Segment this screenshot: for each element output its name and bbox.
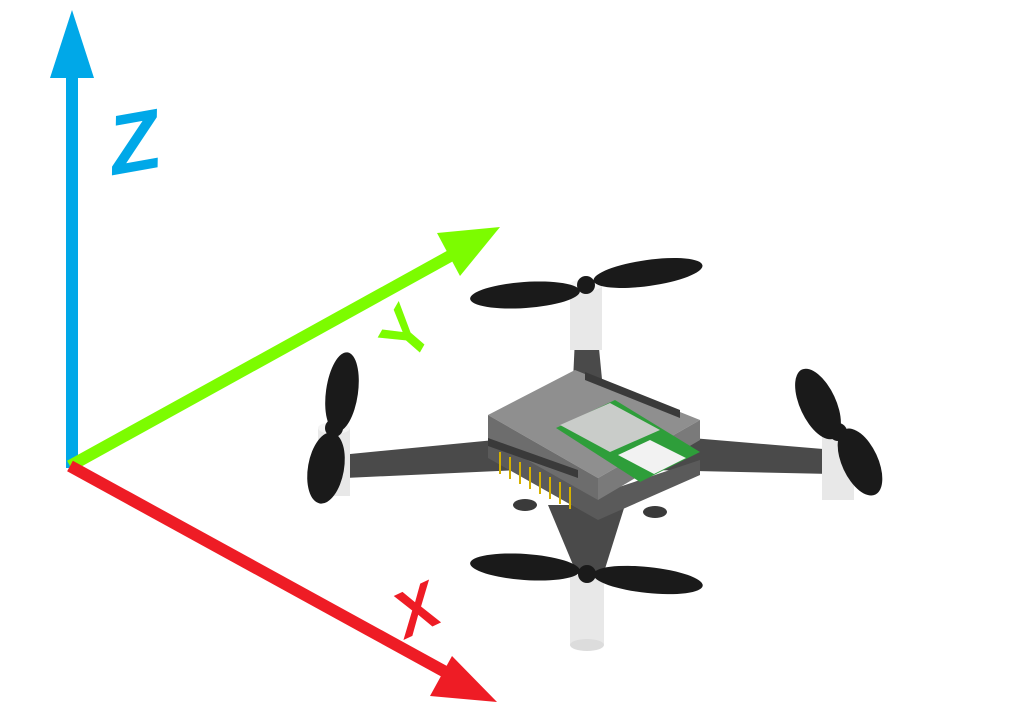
drone-header-pins [499,452,571,509]
x-axis: X [67,460,497,702]
z-axis-line [66,55,78,468]
z-axis: Z [50,10,170,468]
x-axis-line [67,460,463,686]
drone-chip-large [560,403,660,452]
drone-propellers [307,258,883,595]
propeller-left [307,352,359,504]
y-axis: Y [67,227,500,472]
z-axis-arrowhead [50,10,94,78]
y-axis-label: Y [363,294,449,372]
propeller-top [470,258,703,309]
y-axis-arrowhead [437,227,500,276]
drone-chip-small [618,440,686,474]
motor-bottom [570,575,604,651]
x-axis-arrowhead [430,656,497,702]
drone [307,258,883,651]
drone-body-side-left [488,415,598,500]
y-axis-line [67,239,473,472]
propeller-right [795,368,883,496]
drone-body [488,370,700,520]
drone-rail-top [585,372,680,418]
drone-rail-left [488,438,578,478]
propeller-bottom [470,553,703,595]
drone-foot-right [643,506,667,518]
drone-arm-bottom [548,505,625,572]
z-axis-label: Z [99,91,170,193]
drone-foot-left [513,499,537,511]
